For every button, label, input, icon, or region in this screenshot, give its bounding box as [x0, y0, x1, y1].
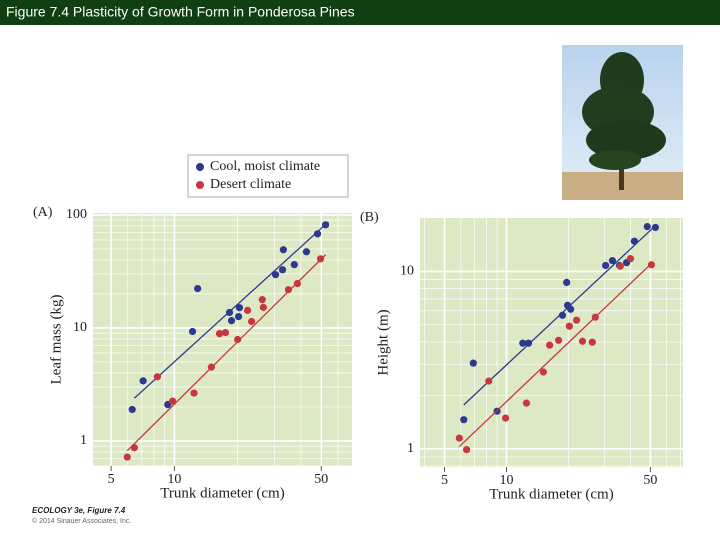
- data-point: [455, 434, 463, 442]
- data-point: [524, 339, 533, 347]
- x-axis-label: Trunk diameter (cm): [160, 485, 284, 501]
- data-point: [215, 330, 224, 338]
- data-point: [460, 416, 468, 424]
- x-tick-label: 5: [108, 472, 115, 487]
- data-point: [588, 338, 596, 346]
- y-tick-label: 10: [73, 320, 87, 335]
- data-point: [258, 296, 266, 304]
- data-point: [168, 397, 177, 405]
- legend-box: [187, 154, 349, 198]
- data-point: [130, 444, 138, 452]
- x-tick-label: 10: [167, 472, 181, 487]
- data-point: [271, 271, 280, 279]
- data-point: [243, 306, 252, 314]
- data-point: [321, 221, 330, 229]
- legend-swatch: [196, 181, 204, 189]
- fit-line: [458, 262, 653, 448]
- data-point: [278, 266, 287, 274]
- data-point: [153, 373, 161, 381]
- data-point: [522, 399, 531, 407]
- data-point: [194, 284, 202, 293]
- data-point: [519, 339, 527, 347]
- data-point: [247, 317, 256, 326]
- legend-label: Cool, moist climate: [210, 159, 320, 174]
- y-tick-label: 100: [66, 207, 87, 222]
- y-tick-label: 1: [407, 441, 414, 456]
- data-point: [630, 237, 638, 245]
- plot-area: [93, 213, 352, 466]
- data-point: [221, 328, 230, 337]
- data-point: [567, 305, 575, 313]
- data-point: [626, 255, 635, 263]
- data-point: [227, 317, 236, 325]
- panel-label: (B): [360, 210, 379, 225]
- slide-title: Figure 7.4 Plasticity of Growth Form in …: [6, 4, 355, 20]
- data-point: [539, 368, 547, 376]
- x-tick-label: 50: [314, 472, 328, 487]
- x-tick-label: 10: [500, 473, 514, 488]
- x-axis-label: Trunk diameter (cm): [489, 486, 613, 502]
- data-point: [563, 278, 571, 287]
- data-point: [502, 414, 510, 422]
- data-point: [234, 335, 242, 344]
- panel-label: (A): [33, 205, 53, 220]
- data-point: [647, 261, 656, 269]
- data-point: [608, 257, 617, 265]
- data-point: [316, 255, 325, 263]
- data-point: [235, 304, 244, 312]
- data-point: [293, 279, 302, 288]
- y-axis-label: Leaf mass (kg): [48, 295, 64, 385]
- legend-label: Desert climate: [210, 177, 291, 192]
- x-tick-label: 5: [441, 473, 448, 488]
- data-point: [546, 341, 554, 349]
- x-tick-label: 50: [643, 473, 657, 488]
- data-point: [284, 286, 293, 294]
- data-point: [190, 389, 198, 397]
- y-axis-label: Height (m): [375, 309, 391, 375]
- legend: Cool, moist climate Desert climate: [187, 154, 349, 198]
- data-point: [259, 303, 267, 311]
- data-point: [463, 446, 471, 454]
- data-point: [558, 311, 567, 319]
- data-point: [128, 405, 136, 414]
- data-point: [469, 359, 477, 367]
- data-point: [313, 230, 322, 238]
- data-point: [651, 223, 660, 232]
- data-point: [234, 312, 243, 321]
- tree-photo: [562, 45, 683, 200]
- credit-copyright: © 2014 Sinauer Associates, Inc.: [32, 517, 131, 525]
- data-point: [207, 363, 215, 371]
- fit-line: [126, 254, 327, 452]
- data-point: [302, 248, 311, 256]
- data-point: [565, 322, 573, 330]
- data-point: [123, 453, 131, 461]
- data-point: [188, 327, 197, 336]
- data-point: [578, 337, 587, 345]
- data-point: [572, 316, 581, 324]
- data-point: [616, 262, 624, 270]
- data-point: [554, 336, 563, 344]
- y-tick-label: 1: [80, 433, 87, 448]
- data-point: [139, 377, 147, 385]
- data-point: [225, 308, 234, 317]
- data-point: [290, 261, 298, 269]
- data-point: [643, 222, 651, 231]
- data-point: [602, 261, 610, 270]
- title-bar: [0, 0, 720, 25]
- data-point: [485, 377, 493, 385]
- credit-book: ECOLOGY 3e, Figure 7.4: [32, 506, 126, 515]
- data-point: [591, 313, 599, 321]
- y-tick-label: 10: [400, 264, 414, 279]
- legend-swatch: [196, 163, 204, 171]
- data-point: [279, 246, 287, 254]
